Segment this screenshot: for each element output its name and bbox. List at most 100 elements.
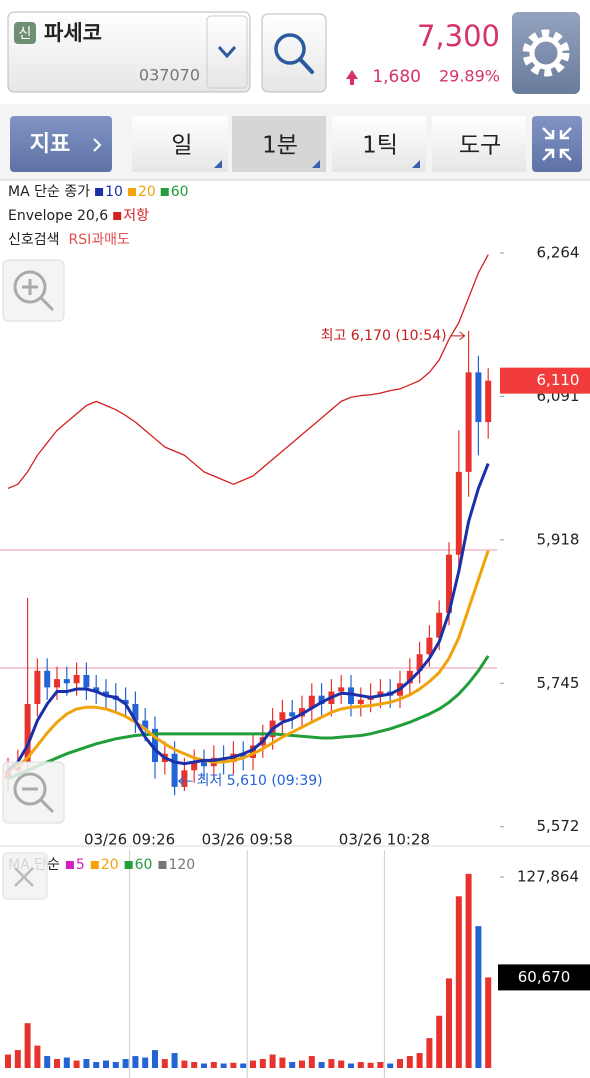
volume-bar <box>44 1056 51 1068</box>
y-tick-label: 6,264 <box>537 243 580 261</box>
volume-bar <box>348 1063 354 1068</box>
volume-bar <box>416 1053 423 1068</box>
candle-body <box>279 712 286 721</box>
volume-bar <box>357 1062 364 1068</box>
y-tick-label: 5,572 <box>537 817 580 835</box>
zoom-out-icon <box>22 787 55 814</box>
tab[interactable] <box>332 116 426 172</box>
fullscreen-button[interactable] <box>532 116 582 172</box>
stock-selector[interactable] <box>7 11 251 93</box>
volume-bar <box>240 1063 247 1068</box>
volume-bar <box>308 1056 315 1068</box>
candle-body <box>191 762 198 771</box>
indicator-button[interactable] <box>10 116 112 172</box>
chevron-icon <box>93 138 102 152</box>
stock-name: 파세코 <box>44 21 102 45</box>
candle-body <box>338 687 345 692</box>
current-volume-label: 60,670 <box>518 968 571 986</box>
candle-body <box>465 372 472 472</box>
volume-bar <box>181 1060 188 1068</box>
volume-bar <box>93 1062 100 1068</box>
zoom-out-icon <box>13 772 47 806</box>
search-icon <box>274 33 306 65</box>
volume-bar <box>112 1062 119 1068</box>
volume-bar <box>73 1060 80 1068</box>
volume-bar <box>367 1062 374 1068</box>
volume-bar <box>465 873 472 1068</box>
zoom-in-button[interactable] <box>2 259 65 322</box>
volume-bar <box>455 896 462 1068</box>
tab-label: 일 <box>171 133 192 159</box>
ma-line <box>7 655 490 780</box>
candle-body <box>485 380 492 423</box>
high-annotation: 최고 6,170 (10:54) <box>321 328 447 344</box>
settings-button[interactable] <box>512 12 580 94</box>
legend-entry: 20 <box>138 184 156 200</box>
search-icon <box>298 57 314 74</box>
tab-selected[interactable] <box>232 116 326 172</box>
volume-bar <box>191 1062 198 1068</box>
candle-body <box>377 691 384 696</box>
tab[interactable] <box>432 116 526 172</box>
zoom-in-icon <box>13 270 47 304</box>
candle-body <box>289 712 296 717</box>
dropdown-button[interactable] <box>206 15 248 89</box>
legend-entry: 10 <box>105 184 123 200</box>
volume-bar <box>377 1062 384 1068</box>
badge <box>14 22 36 44</box>
volume-bar <box>299 1060 305 1068</box>
legend-entry: 20 <box>101 857 119 873</box>
current-volume-box <box>498 964 590 991</box>
x-tick-label: 03/26 10:28 <box>339 831 430 849</box>
volume-bar <box>103 1060 109 1068</box>
volume-bar <box>220 1063 227 1068</box>
tab-corner <box>214 160 420 168</box>
candle-body <box>44 670 51 688</box>
legend-swatch <box>113 212 122 220</box>
tab-label: 1틱 <box>362 133 398 159</box>
candle-body <box>446 554 452 613</box>
low-annotation: 최저 5,610 (09:39) <box>197 773 323 789</box>
volume-bar <box>161 1059 168 1068</box>
tab[interactable] <box>132 116 228 172</box>
volume-bar <box>318 1062 325 1068</box>
volume-bar <box>406 1056 413 1068</box>
candle-body <box>348 687 354 704</box>
volume-bar <box>83 1059 90 1068</box>
candle-body <box>250 745 256 758</box>
volume-bar <box>152 1050 158 1068</box>
close-icon <box>14 867 34 887</box>
tab-label: 도구 <box>459 133 501 159</box>
change: 1,680 <box>372 67 421 87</box>
candle-body <box>201 762 207 767</box>
candle-body <box>475 372 482 423</box>
x-tick-label: 03/26 09:58 <box>202 831 293 849</box>
y-tick-label: 5,918 <box>537 530 580 548</box>
candle-body <box>132 703 139 721</box>
price: 7,300 <box>417 19 500 53</box>
ma-line <box>7 550 490 772</box>
legend-swatch <box>124 861 133 869</box>
volume-bar <box>250 1060 256 1068</box>
zoom-out-button[interactable] <box>2 761 65 824</box>
arrow <box>450 331 466 341</box>
candle-body <box>83 674 90 688</box>
volume-bar <box>230 1062 237 1068</box>
candle-body <box>171 753 178 787</box>
zoom-in-icon <box>22 279 55 312</box>
volume-bar <box>289 1062 296 1068</box>
legend-swatch <box>160 188 169 196</box>
candle-body <box>34 670 41 704</box>
x-tick-label: 03/26 09:26 <box>84 831 175 849</box>
legend-entry: 60 <box>171 184 189 200</box>
fullscreen-icon <box>542 127 572 161</box>
search-button[interactable] <box>261 13 327 93</box>
volume-bar <box>34 1045 41 1068</box>
candle-body <box>122 699 129 704</box>
volume-bar <box>5 1054 11 1068</box>
legend-swatch <box>90 861 99 869</box>
volume-bar <box>63 1057 70 1068</box>
volume-bar <box>426 1038 433 1068</box>
volume-bar <box>122 1059 129 1068</box>
